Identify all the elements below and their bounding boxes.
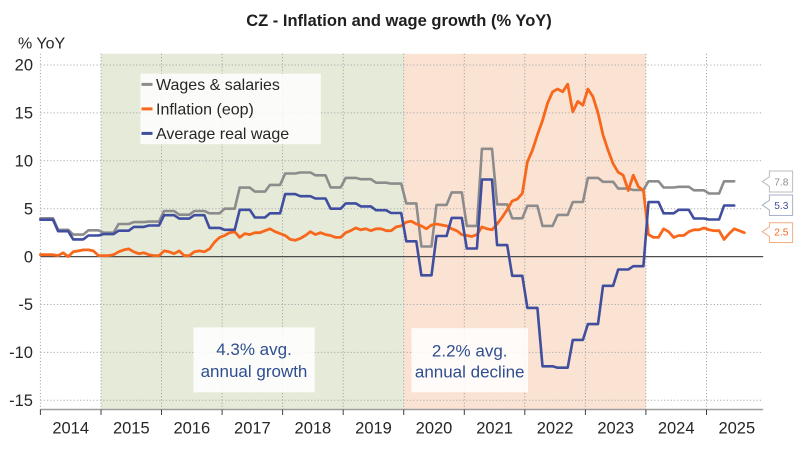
svg-text:20: 20 (15, 57, 33, 75)
svg-text:2018: 2018 (295, 420, 332, 438)
svg-text:annual growth: annual growth (201, 362, 308, 381)
svg-text:4.3% avg.: 4.3% avg. (216, 340, 292, 359)
svg-text:2.5: 2.5 (774, 228, 788, 239)
svg-text:5.3: 5.3 (774, 201, 788, 212)
svg-text:10: 10 (15, 153, 33, 171)
svg-text:Inflation (eop): Inflation (eop) (156, 101, 254, 118)
svg-text:-5: -5 (18, 296, 33, 314)
svg-text:5: 5 (24, 200, 33, 218)
svg-text:2023: 2023 (597, 420, 634, 438)
svg-text:15: 15 (15, 105, 33, 123)
svg-text:7.8: 7.8 (774, 178, 788, 189)
svg-text:2024: 2024 (658, 420, 695, 438)
svg-text:2021: 2021 (476, 420, 513, 438)
svg-text:-10: -10 (9, 344, 33, 362)
svg-text:annual decline: annual decline (415, 362, 525, 381)
svg-text:2020: 2020 (416, 420, 453, 438)
svg-text:2017: 2017 (234, 420, 271, 438)
svg-text:% YoY: % YoY (18, 36, 65, 53)
svg-text:Wages & salaries: Wages & salaries (156, 77, 280, 94)
svg-text:2019: 2019 (355, 420, 392, 438)
svg-text:-15: -15 (9, 392, 33, 410)
svg-text:0: 0 (24, 248, 33, 266)
svg-text:2016: 2016 (173, 420, 210, 438)
svg-text:2014: 2014 (52, 420, 89, 438)
svg-text:CZ - Inflation and wage growth: CZ - Inflation and wage growth (% YoY) (246, 12, 552, 30)
svg-text:2015: 2015 (113, 420, 150, 438)
svg-text:2.2% avg.: 2.2% avg. (432, 342, 508, 361)
svg-text:Average real wage: Average real wage (156, 126, 289, 143)
svg-text:2025: 2025 (718, 420, 755, 438)
svg-text:2022: 2022 (537, 420, 574, 438)
